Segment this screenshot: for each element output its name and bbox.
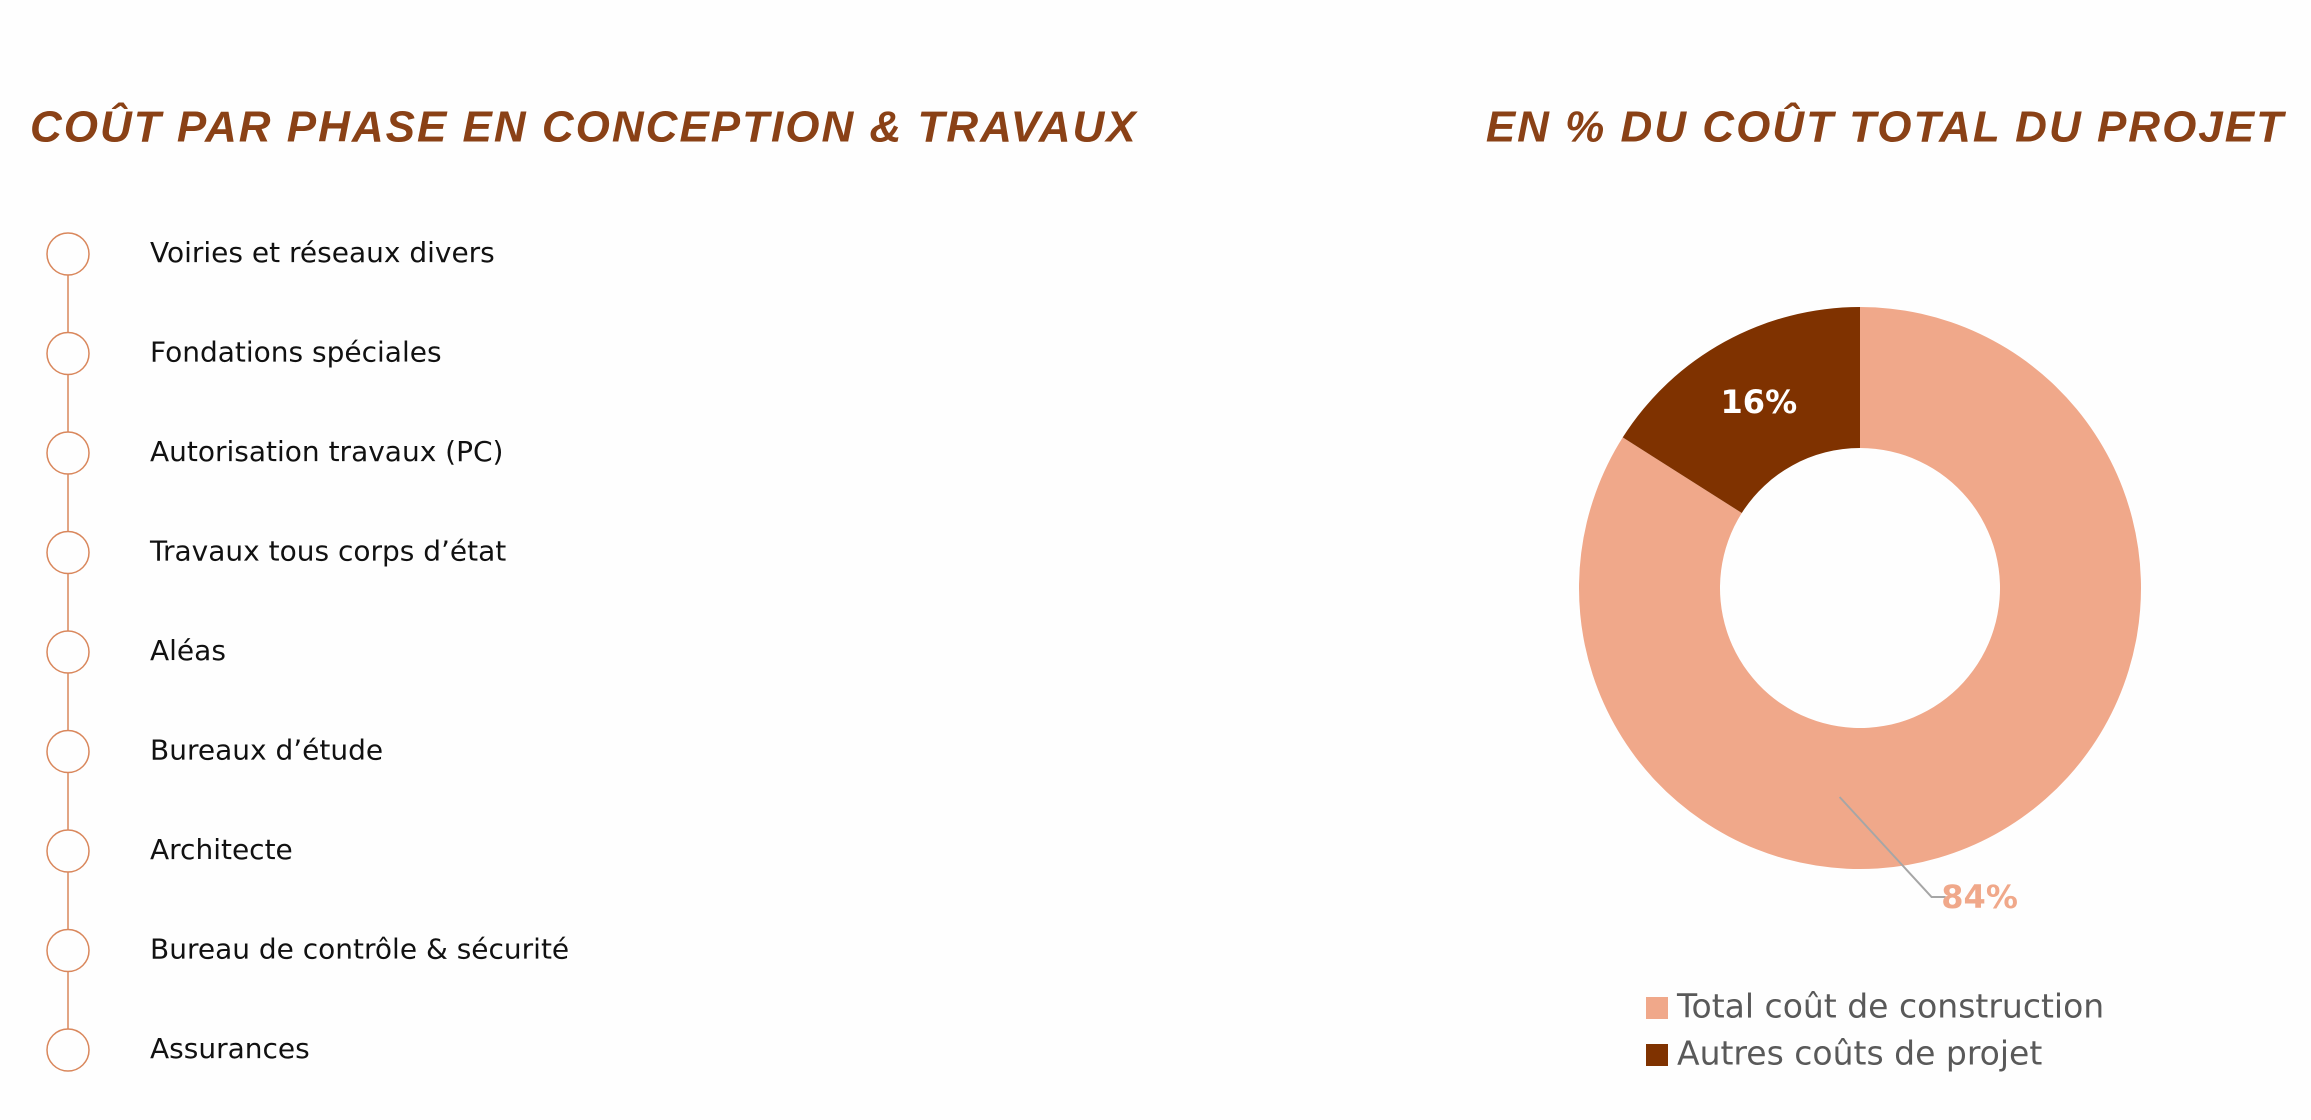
timeline-dot [46,331,90,376]
legend-swatch [1646,997,1668,1019]
donut-chart: 84% 16% Total coût de construction Autres c… [1579,307,2141,1073]
timeline-dot [46,1028,90,1072]
timeline-dot [46,232,90,276]
donut-segment [1579,307,2141,869]
phase-label: Assurances [150,1032,310,1065]
timeline-dot [46,829,90,873]
donut-segment [1622,307,1860,513]
left-title: COÛT PAR PHASE EN CONCEPTION & TRAVAUX [30,101,1138,152]
legend-label: Total coût de construction [1676,987,2104,1026]
value-label: 16% [1721,383,1798,421]
leader-line [1838,796,1946,899]
phase-label: Voiries et réseaux divers [150,236,495,269]
value-label: 84% [1941,878,2018,916]
timeline-dot [46,530,90,575]
phase-label: Fondations spéciales [150,336,442,369]
phase-label: Bureau de contrôle & sécurité [150,933,569,966]
timeline-dot [46,729,90,774]
phase-label: Architecte [150,833,293,866]
phase-label: Travaux tous corps d’état [149,535,506,568]
phase-label: Aléas [150,634,226,667]
phase-label: Autorisation travaux (PC) [150,435,503,468]
phase-label: Bureaux d’étude [150,734,383,767]
chart-title: EN % DU COÛT TOTAL DU PROJET [1486,101,2286,152]
timeline-dot [46,630,90,674]
timeline: Voiries et réseaux divers Fondations spéc… [46,232,569,1072]
legend-label: Autres coûts de projet [1677,1034,2042,1073]
timeline-dot [46,431,90,475]
timeline-dot [46,928,90,973]
legend-swatch [1646,1044,1668,1066]
